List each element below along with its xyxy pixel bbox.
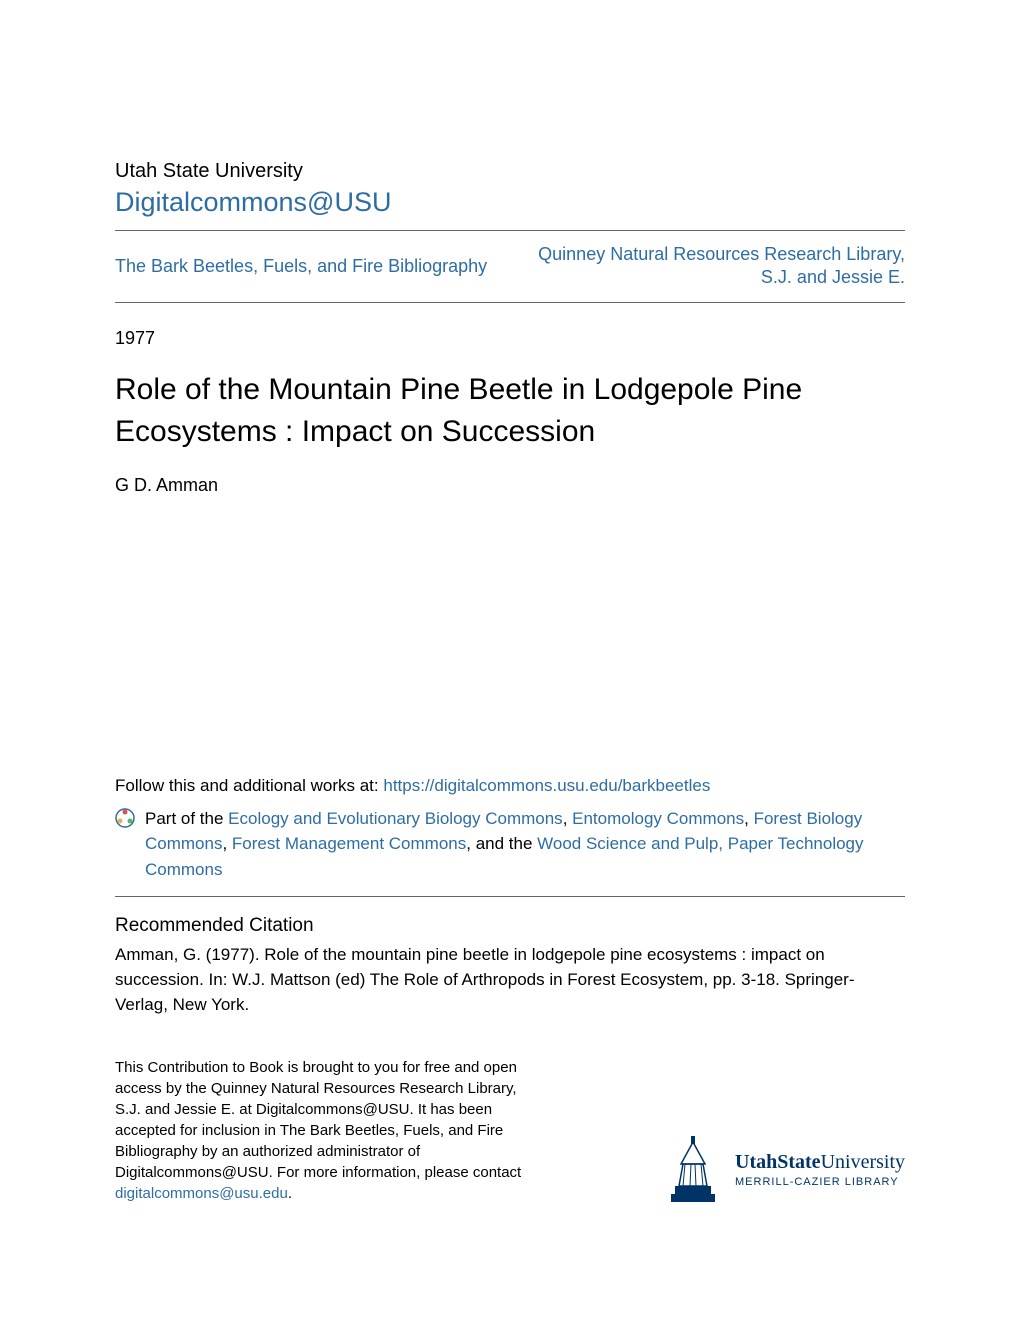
usu-logo: UtahStateUniversity MERRILL-CAZIER LIBRA…: [663, 1134, 905, 1204]
follow-url-link[interactable]: https://digitalcommons.usu.edu/barkbeetl…: [383, 776, 710, 795]
logo-main: UtahStateUniversity: [735, 1151, 905, 1174]
publication-year: 1977: [115, 328, 905, 349]
commons-prefix: Part of the: [145, 809, 228, 828]
footer-email-link[interactable]: digitalcommons@usu.edu: [115, 1185, 288, 1202]
tower-icon: [663, 1134, 723, 1204]
commons-row: Part of the Ecology and Evolutionary Bio…: [115, 806, 905, 883]
sep3: ,: [222, 834, 231, 853]
logo-light: University: [821, 1151, 905, 1173]
follow-prefix: Follow this and additional works at:: [115, 776, 383, 795]
footer-prefix: This Contribution to Book is brought to …: [115, 1059, 521, 1181]
follow-section: Follow this and additional works at: htt…: [115, 776, 905, 796]
article-title: Role of the Mountain Pine Beetle in Lodg…: [115, 369, 905, 453]
logo-bold: UtahState: [735, 1151, 821, 1173]
commons-text: Part of the Ecology and Evolutionary Bio…: [145, 806, 905, 883]
commons-link-forest-mgmt[interactable]: Forest Management Commons: [232, 834, 466, 853]
sep1: ,: [563, 809, 572, 828]
repository-link[interactable]: Digitalcommons@USU: [115, 187, 391, 218]
logo-subtitle: MERRILL-CAZIER LIBRARY: [735, 1176, 905, 1188]
network-icon: [115, 808, 135, 828]
nav-collection-link[interactable]: The Bark Beetles, Fuels, and Fire Biblio…: [115, 256, 487, 277]
footer-text: This Contribution to Book is brought to …: [115, 1057, 535, 1204]
sep2: ,: [744, 809, 753, 828]
commons-link-ecology[interactable]: Ecology and Evolutionary Biology Commons: [228, 809, 563, 828]
nav-row: The Bark Beetles, Fuels, and Fire Biblio…: [115, 243, 905, 290]
nav-library-link[interactable]: Quinney Natural Resources Research Libra…: [535, 243, 905, 290]
divider-top: [115, 230, 905, 231]
university-name: Utah State University: [115, 160, 905, 183]
citation-text: Amman, G. (1977). Role of the mountain p…: [115, 943, 905, 1017]
footer-period: .: [288, 1185, 292, 1202]
header-section: Utah State University Digitalcommons@USU: [115, 160, 905, 218]
footer-row: This Contribution to Book is brought to …: [115, 1057, 905, 1204]
divider-citation: [115, 896, 905, 897]
sep4: , and the: [466, 834, 537, 853]
commons-link-entomology[interactable]: Entomology Commons: [572, 809, 744, 828]
citation-heading: Recommended Citation: [115, 915, 905, 937]
author-name: G D. Amman: [115, 475, 905, 496]
logo-text: UtahStateUniversity MERRILL-CAZIER LIBRA…: [735, 1151, 905, 1188]
divider-bottom: [115, 302, 905, 303]
